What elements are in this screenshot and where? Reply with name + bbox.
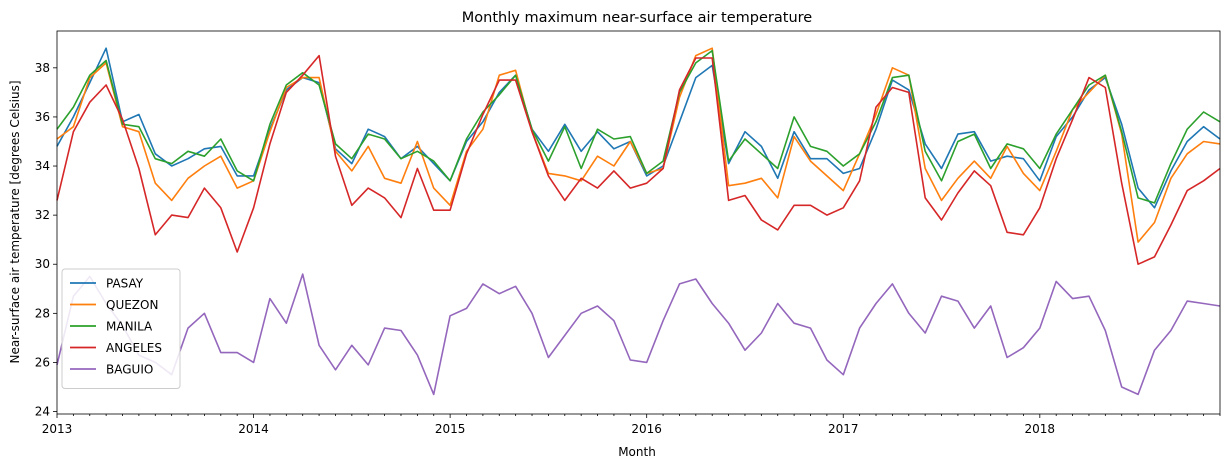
legend-label-angeles: ANGELES	[106, 341, 162, 355]
y-tick-label: 32	[35, 208, 50, 222]
y-tick-label: 36	[35, 110, 50, 124]
x-tick-label: 2015	[435, 422, 466, 436]
legend-label-quezon: QUEZON	[106, 298, 158, 312]
y-axis: 24 26 28 30 32 34 36 38	[35, 61, 57, 419]
series-line-baguio	[56, 273, 1221, 396]
y-tick-label: 26	[35, 355, 50, 369]
series-line-manila	[56, 49, 1221, 204]
legend-box	[61, 268, 181, 389]
x-axis: 2013 2014 2015 2016 2017 2018	[42, 414, 1221, 436]
x-axis-label: Month	[618, 445, 656, 459]
x-tick-label: 2016	[631, 422, 662, 436]
chart-title: Monthly maximum near-surface air tempera…	[462, 10, 813, 26]
plot-frame	[56, 30, 1221, 415]
legend-label-pasay: PASAY	[106, 277, 144, 291]
series-lines	[56, 47, 1221, 396]
x-tick-label: 2017	[828, 422, 859, 436]
y-tick-label: 24	[35, 405, 50, 419]
legend: PASAY QUEZON MANILA ANGELES BAGUIO	[61, 268, 181, 389]
x-tick-label: 2014	[238, 422, 269, 436]
legend-label-manila: MANILA	[106, 320, 153, 334]
legend-label-baguio: BAGUIO	[106, 363, 153, 377]
series-line-angeles	[56, 54, 1221, 266]
y-axis-label: Near-surface air temperature [degrees Ce…	[8, 80, 22, 363]
y-tick-label: 30	[35, 257, 50, 271]
series-line-quezon	[56, 47, 1221, 243]
x-tick-label: 2018	[1025, 422, 1056, 436]
y-tick-label: 34	[35, 159, 50, 173]
y-tick-label: 38	[35, 61, 50, 75]
y-tick-label: 28	[35, 306, 50, 320]
x-tick-label: 2013	[42, 422, 73, 436]
